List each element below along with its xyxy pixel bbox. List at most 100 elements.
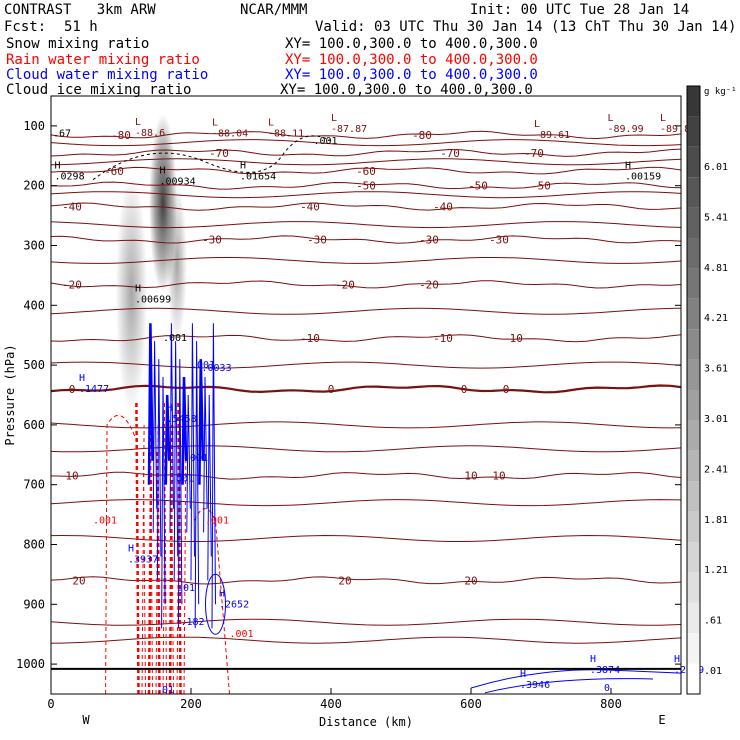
isotherm-label: -30 [202,234,222,247]
y-tick-label: 800 [23,538,45,552]
colorbar-bin [687,663,700,694]
y-tick-label: 300 [23,239,45,253]
isotherm-label: -70 [209,147,229,160]
extremum-mark: H [590,654,596,665]
colorbar-bin [687,420,700,451]
extremum-mark: H [674,654,680,665]
extremum-mark: H [55,161,61,172]
cloud-water-contour [203,377,208,533]
colorbar-label: 3.01 [704,414,728,425]
isotherm-label: -40 [300,201,320,214]
extremum-value: .67 [53,129,71,140]
isotherm-label: -40 [62,201,82,214]
colorbar-bin [687,359,700,390]
isotherm-minus40 [51,202,681,211]
x-tick-label: 800 [600,697,622,711]
y-tick-label: 900 [23,597,45,611]
extremum-mark: H [128,543,134,554]
isotherm-label: 0 [503,383,510,396]
colorbar-bin [687,146,700,178]
colorbar-label: 4.21 [704,313,728,324]
model-title: CONTRAST 3km ARW [4,2,156,18]
extremum-value: .00699 [135,294,171,305]
isotherm-label: 20 [338,574,351,587]
field-xy-cloud-ice: XY= 100.0,300.0 to 400.0,300.0 [280,82,533,98]
colorbar-bin [687,481,700,512]
extremum-value: .001 [163,333,187,344]
extremum-value: .001 [170,474,194,485]
isotherm-minor [51,139,681,147]
isotherm-label: -80 [111,129,131,142]
cloud-water-contour [186,394,191,533]
colorbar-label: 1.21 [704,565,728,576]
isotherm-minor [51,618,681,626]
isotherm-label: 10 [464,470,477,483]
rain-contour [183,424,187,694]
cloud-water-contour [169,323,174,533]
isotherm-minor [51,499,681,507]
extremum-mark: L [660,113,666,124]
y-tick-label: 200 [23,179,45,193]
isotherm-label: -40 [433,201,453,214]
extremum-value: -88.6 [135,128,165,139]
extremum-value: .00934 [160,177,196,188]
rain-contour [170,448,174,694]
isotherm-label: -30 [419,234,439,247]
extremum-value: .00159 [625,172,661,183]
colorbar-label: 5.41 [704,212,728,223]
field-name-rain: Rain water mixing ratio [6,52,200,68]
colorbar-bin [687,86,700,117]
fcst-value: 51 h [64,19,98,35]
isotherm-minus20 [51,280,681,289]
isotherm-label: -50 [531,180,551,193]
extremum-value: .01 [156,685,174,696]
extremum-mark: L [212,118,218,129]
colorbar-frame [686,85,701,695]
isotherm-minor [51,534,681,542]
extremum-mark: H [160,166,166,177]
extremum-value: .001 [93,516,117,527]
extremum-value: .001 [205,516,229,527]
colorbar-bin [687,602,700,634]
isotherm-minor [51,191,681,199]
isotherm-label: -30 [489,234,509,247]
isotherm-label: 0 [461,383,468,396]
colorbar-units: g kg⁻¹ [704,87,737,97]
colorbar-bin [687,116,700,147]
isotherm-minor [51,361,681,369]
colorbar-label: .61 [704,616,722,627]
isotherm-label: 10 [65,470,78,483]
extremum-value: -89.99 [608,124,644,135]
isotherm-label: 20 [464,574,477,587]
direction-west: W [82,713,90,727]
isotherm-minus30 [51,235,681,244]
y-tick-label: 100 [23,119,45,133]
y-tick-label: 700 [23,478,45,492]
extremum-value: .001 [184,453,208,464]
y-tick-label: 1000 [16,657,45,671]
rain-contour-outer-right [194,508,230,694]
rain-contour [142,448,146,694]
extremum-value: .2652 [219,599,249,610]
org-label: NCAR/MMM [240,2,308,18]
colorbar-label: 3.61 [704,364,728,375]
cloud-water-contour [152,341,158,533]
colorbar-label: .01 [704,666,722,677]
isotherm-0 [51,384,681,394]
isotherm-minor [51,221,681,229]
isotherm-minor [51,257,681,264]
colorbar-bin [687,572,700,603]
extremum-mark: H [625,161,631,172]
cloud-water-contour [205,573,226,635]
isotherm-minor [51,421,681,429]
isotherm-minor [51,445,681,453]
extremum-mark: L [608,113,614,124]
field-xy-cloud-water: XY= 100.0,300.0 to 400.0,300.0 [285,67,538,83]
extremum-value: -89.61 [534,130,570,141]
y-tick-label: 400 [23,298,45,312]
extremum-value: .001 [230,629,254,640]
field-name-cloud-water: Cloud water mixing ratio [6,67,209,83]
colorbar-label: 6.01 [704,162,728,173]
colorbar-bin [687,511,700,542]
isotherm-label: -10 [300,332,320,345]
